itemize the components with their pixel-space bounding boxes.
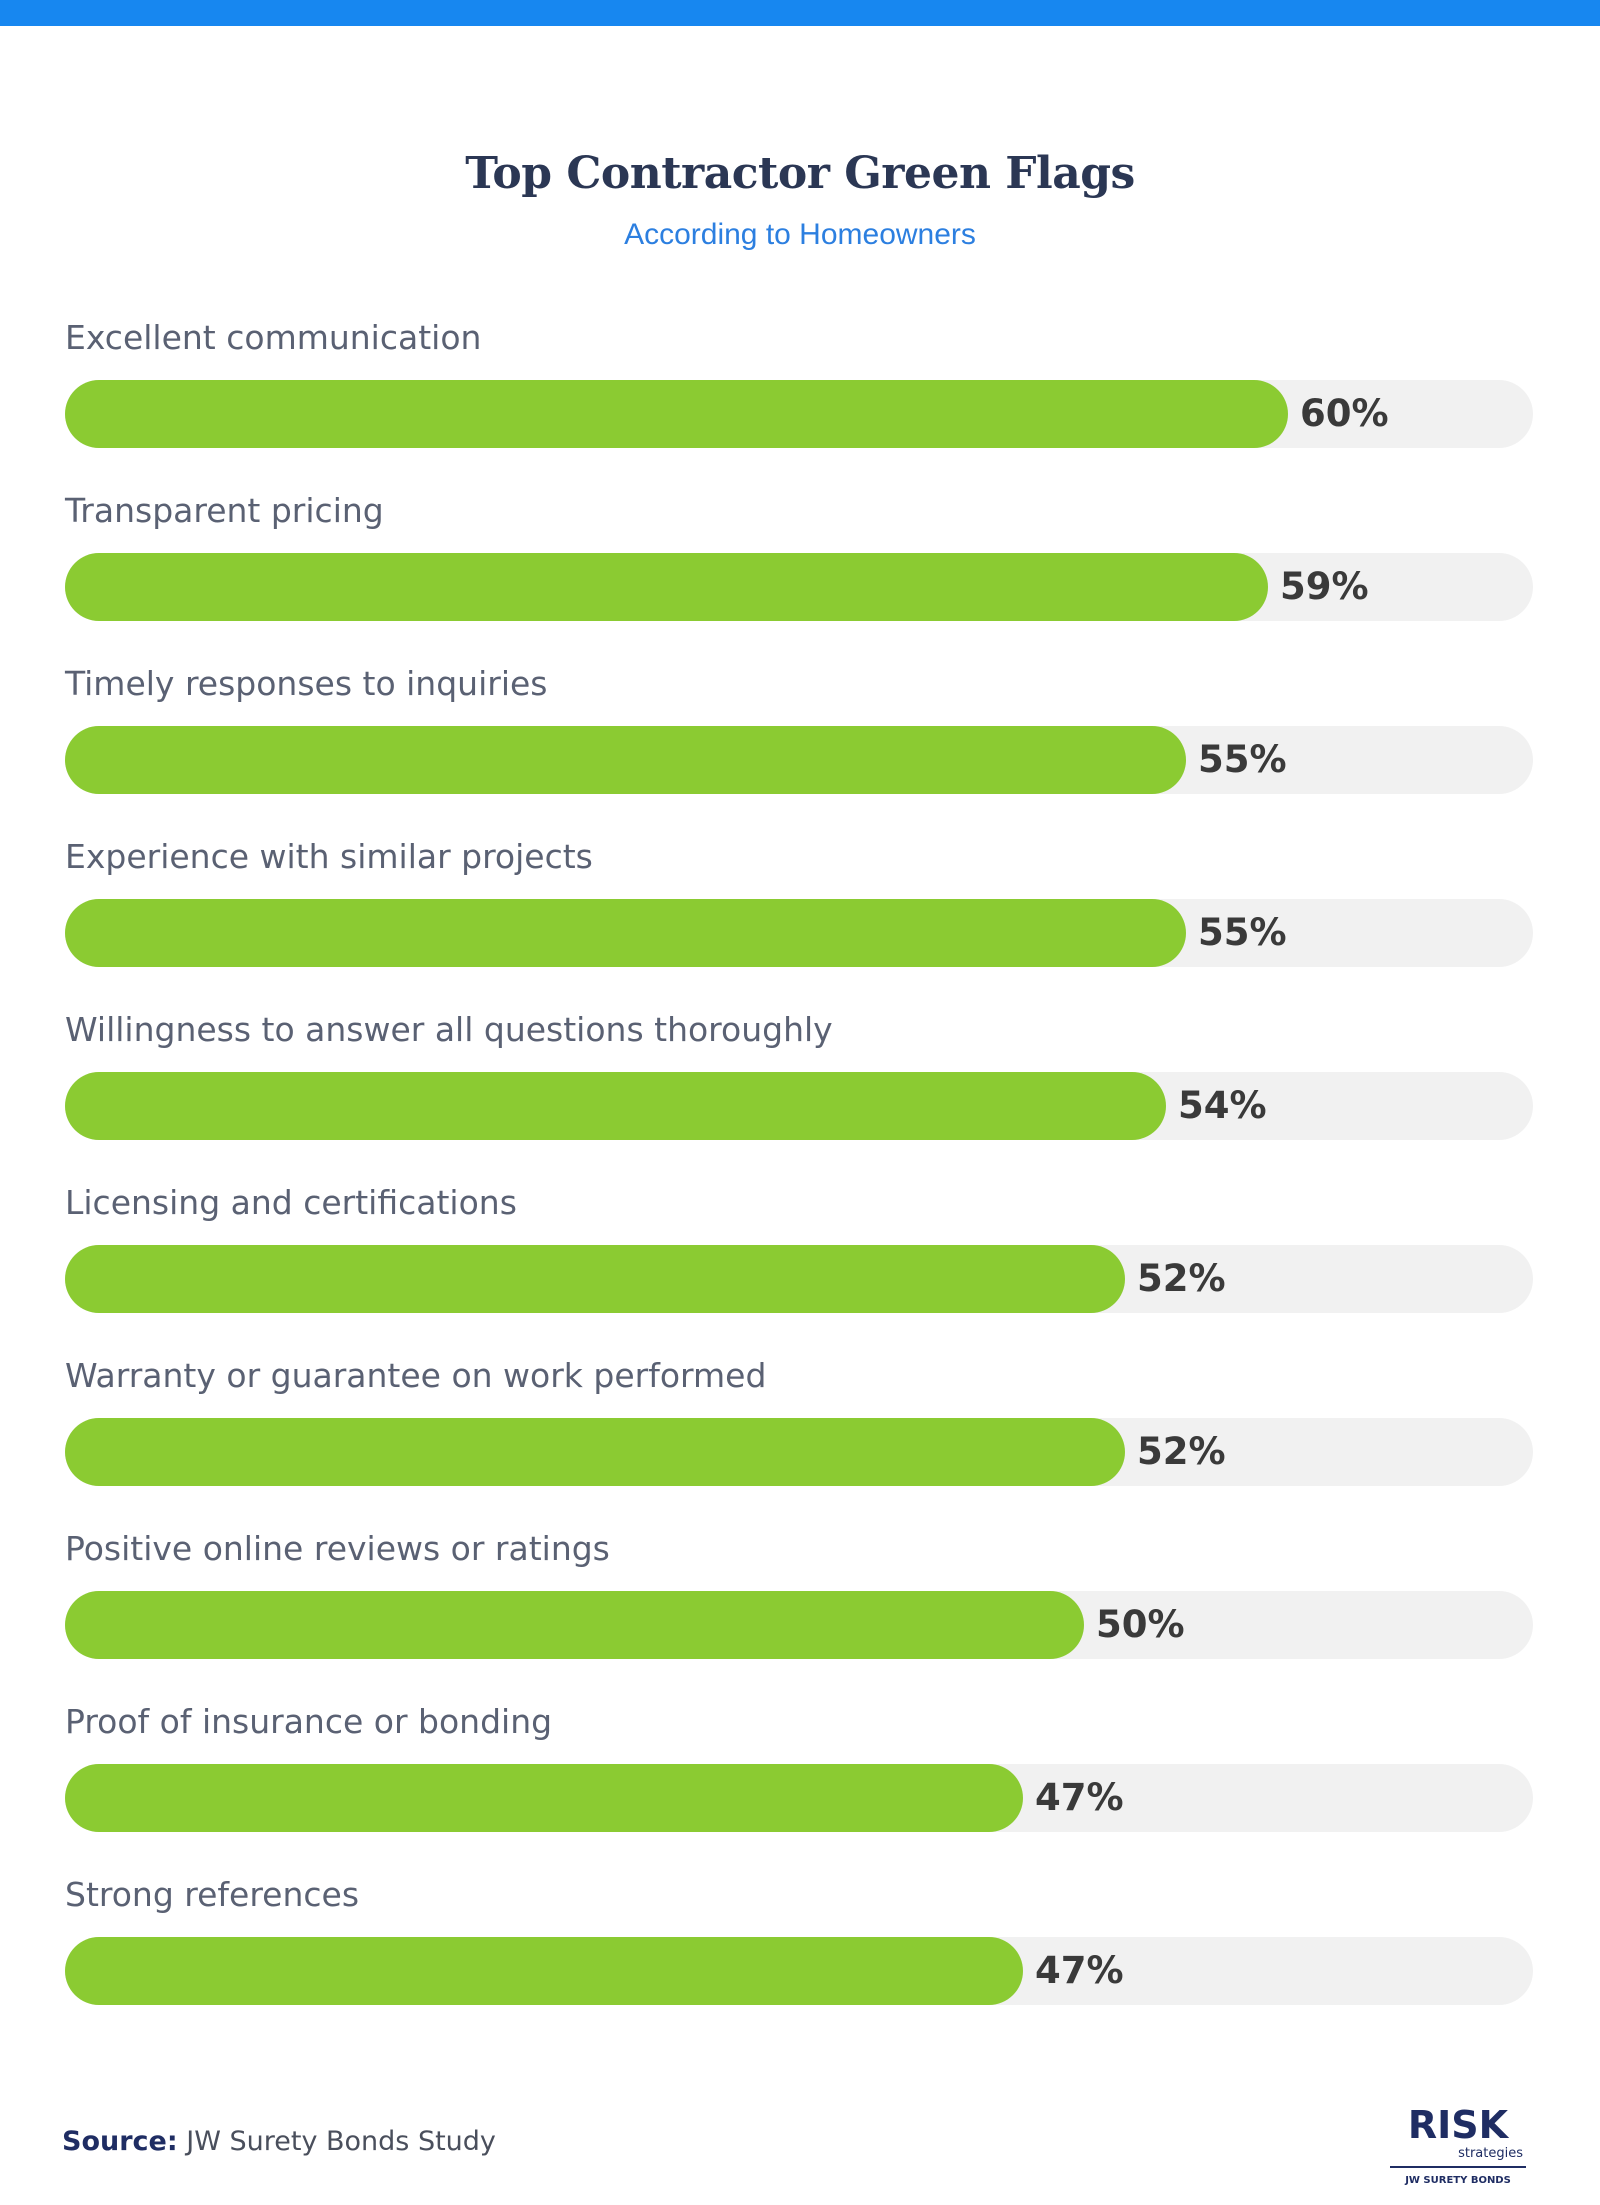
source-text: JW Surety Bonds Study <box>186 2126 496 2157</box>
bar-track <box>65 1418 1533 1486</box>
risk-strategies-logo: RISK strategies JW SURETY BONDS <box>1390 2103 1526 2186</box>
bar-value-label: 47% <box>1035 1776 1124 1819</box>
source-key: Source: <box>62 2126 178 2157</box>
source-note: Source: JW Surety Bonds Study <box>62 2126 496 2157</box>
bar-value-label: 54% <box>1178 1084 1267 1127</box>
bar-track <box>65 380 1533 448</box>
bar-label: Licensing and certifications <box>65 1183 517 1222</box>
bar-label: Transparent pricing <box>65 491 384 530</box>
top-accent-stripe <box>0 0 1600 26</box>
logo-divider <box>1390 2166 1526 2168</box>
bar-label: Excellent communication <box>65 318 482 357</box>
bar-track <box>65 553 1533 621</box>
bar-track <box>65 1764 1533 1832</box>
bar <box>65 1418 1125 1486</box>
logo-wordmark: RISK <box>1408 2103 1510 2147</box>
bar-value-label: 52% <box>1137 1257 1226 1300</box>
bar-track <box>65 1245 1533 1313</box>
bar <box>65 1764 1023 1832</box>
bar-value-label: 47% <box>1035 1949 1124 1992</box>
bar-track <box>65 899 1533 967</box>
bar-label: Warranty or guarantee on work performed <box>65 1356 767 1395</box>
bar-track <box>65 726 1533 794</box>
bar <box>65 553 1268 621</box>
bar <box>65 1591 1084 1659</box>
bar-label: Willingness to answer all questions thor… <box>65 1010 833 1049</box>
logo-tagline: strategies <box>1458 2146 1523 2161</box>
bar-label: Strong references <box>65 1875 360 1914</box>
logo-subline: JW SURETY BONDS <box>1404 2175 1511 2186</box>
bar <box>65 380 1288 448</box>
bar <box>65 1072 1166 1140</box>
chart-title: Top Contractor Green Flags <box>465 148 1135 199</box>
bar-track <box>65 1072 1533 1140</box>
bar-value-label: 59% <box>1280 565 1369 608</box>
bar-label: Proof of insurance or bonding <box>65 1702 553 1741</box>
chart-subtitle: According to Homeowners <box>624 218 976 251</box>
bar <box>65 1937 1023 2005</box>
bar-track <box>65 1937 1533 2005</box>
bar-value-label: 55% <box>1198 911 1287 954</box>
bar-track <box>65 1591 1533 1659</box>
bar-label: Timely responses to inquiries <box>65 664 548 703</box>
bar <box>65 726 1186 794</box>
bar <box>65 1245 1125 1313</box>
bar <box>65 899 1186 967</box>
bar-value-label: 55% <box>1198 738 1287 781</box>
bar-value-label: 52% <box>1137 1430 1226 1473</box>
bar-value-label: 50% <box>1096 1603 1185 1646</box>
bar-value-label: 60% <box>1300 392 1389 435</box>
bar-label: Positive online reviews or ratings <box>65 1529 610 1568</box>
bar-label: Experience with similar projects <box>65 837 593 876</box>
